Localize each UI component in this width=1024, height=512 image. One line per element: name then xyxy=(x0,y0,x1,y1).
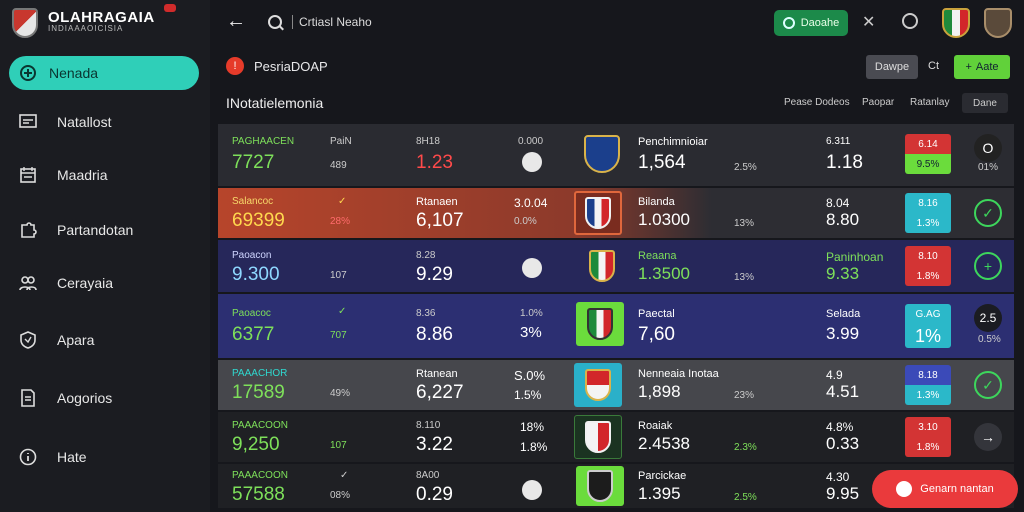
sidebar-item-label: Natallost xyxy=(57,114,112,130)
puzzle-icon xyxy=(19,221,37,239)
odds-badge[interactable]: 6.14 9.5% xyxy=(905,134,951,174)
section-title: PesriaDOAP xyxy=(254,58,328,74)
odds-badge[interactable]: 8.16 1.3% xyxy=(905,193,951,233)
sidebar-item-aogorios[interactable]: Aogorios xyxy=(9,381,199,415)
sidebar-item-nenada[interactable]: Nenada xyxy=(9,56,199,90)
shield-icon xyxy=(19,331,37,349)
people-icon xyxy=(19,274,37,292)
add-button[interactable]: + Aate xyxy=(954,55,1010,79)
sidebar-item-label: Aogorios xyxy=(57,390,113,406)
info-icon xyxy=(19,448,37,466)
team-logo xyxy=(574,363,622,407)
sidebar-item-hate[interactable]: Hate xyxy=(9,440,199,474)
sidebar-item-natallost[interactable]: Natallost xyxy=(9,105,199,139)
grey-button[interactable]: Dawpe xyxy=(866,55,918,79)
table-row[interactable]: PAAACOON 57588 ✓ 08% 8A00 0.29 Parcickae… xyxy=(218,464,1014,508)
odds-badge[interactable]: 8.18 1.3% xyxy=(905,365,951,405)
search-input[interactable]: Crtiasl Neaho xyxy=(299,15,372,29)
check-button[interactable]: ✓ xyxy=(974,371,1002,399)
alert-icon: ! xyxy=(226,57,244,75)
table-row[interactable]: Salancoc 69399 ✓ 28% Rtanaen 6,107 3.0.0… xyxy=(218,188,1014,238)
sidebar: OLAHRAGAIA INDIAAAOICISIA Nenada Natallo… xyxy=(0,0,210,512)
notification-badge xyxy=(164,4,176,12)
toggle-icon[interactable] xyxy=(522,152,542,172)
text-button[interactable]: Ct xyxy=(928,60,939,72)
chat-icon xyxy=(896,481,913,497)
document-icon xyxy=(19,389,37,407)
toggle-icon[interactable] xyxy=(522,480,542,500)
team-logo xyxy=(576,302,624,346)
sidebar-item-maadria[interactable]: Maadria xyxy=(9,158,199,192)
filter-dropdown[interactable]: Dane xyxy=(962,93,1008,113)
sidebar-item-cerayaia[interactable]: Cerayaia xyxy=(9,266,199,300)
table-row[interactable]: Paoacon 9.300 107 8.28 9.29 Reaana 1.350… xyxy=(218,240,1014,292)
table-row[interactable]: PAAACOON 9,250 107 8.110 3.22 18% 1.8% R… xyxy=(218,412,1014,462)
filter-2[interactable]: Paopar xyxy=(862,97,895,108)
team-logo xyxy=(578,244,626,288)
monitor-icon xyxy=(19,113,37,131)
close-icon[interactable]: ✕ xyxy=(862,14,876,31)
team-logo xyxy=(574,415,622,459)
sidebar-item-partandotan[interactable]: Partandotan xyxy=(9,213,199,247)
brand-name: OLAHRAGAIA xyxy=(48,9,155,26)
odds-badge[interactable]: 8.10 1.8% xyxy=(905,246,951,286)
sidebar-item-label: Cerayaia xyxy=(57,275,114,291)
table-title: INotatielemonia xyxy=(226,95,324,111)
sidebar-item-label: Partandotan xyxy=(57,222,134,238)
team-crest-icon[interactable] xyxy=(942,8,970,38)
add-circle-button[interactable]: + xyxy=(974,252,1002,280)
sidebar-item-label: Hate xyxy=(57,449,87,465)
back-arrow-icon[interactable]: ← xyxy=(226,10,246,32)
sidebar-item-label: Maadria xyxy=(57,167,108,183)
odds-badge[interactable]: 3.10 1.8% xyxy=(905,417,951,457)
chat-icon xyxy=(782,17,795,29)
sidebar-item-label: Nenada xyxy=(49,65,99,81)
brand-subtitle: INDIAAAOICISIA xyxy=(48,24,124,33)
calendar-icon xyxy=(19,166,37,184)
team-logo xyxy=(578,132,626,176)
search-bar[interactable]: Crtiasl Neaho xyxy=(268,12,372,32)
table-row[interactable]: Paoacoc 6377 ✓ 707 8.36 8.86 1.0% 3% Pae… xyxy=(218,294,1014,358)
topbar: ← Crtiasl Neaho Daoahe ✕ xyxy=(210,0,1024,44)
filter-3[interactable]: Ratanlay xyxy=(910,97,950,108)
toggle-icon[interactable] xyxy=(522,258,542,278)
check-button[interactable]: ✓ xyxy=(974,199,1002,227)
section-header: ! PesriaDOAP xyxy=(226,57,328,75)
status-button[interactable]: → xyxy=(974,423,1002,451)
table-row[interactable]: PAAACHOR 17589 49% Rtanean 6,227 S.0% 1.… xyxy=(218,360,1014,410)
user-avatar[interactable] xyxy=(984,8,1012,38)
plus-icon: + xyxy=(965,61,972,73)
floating-action-button[interactable]: Genarn nantan xyxy=(872,470,1018,508)
team-logo xyxy=(574,191,622,235)
team-logo xyxy=(576,466,624,506)
green-action-button[interactable]: Daoahe xyxy=(774,10,848,36)
filter-1[interactable]: Pease Dodeos xyxy=(784,97,850,108)
sidebar-item-label: Apara xyxy=(57,332,95,348)
status-button[interactable]: 2.5 xyxy=(974,304,1002,332)
clock-icon[interactable] xyxy=(902,13,918,29)
brand-logo xyxy=(12,8,38,38)
status-button[interactable]: O xyxy=(974,134,1002,162)
sidebar-item-apara[interactable]: Apara xyxy=(9,323,199,357)
table-row[interactable]: PAGHAACEN 7727 PaiN 489 8H18 1.23 0.000 … xyxy=(218,124,1014,186)
odds-badge[interactable]: G.AG 1% xyxy=(905,304,951,348)
search-icon xyxy=(268,15,282,29)
brand[interactable]: OLAHRAGAIA INDIAAAOICISIA xyxy=(12,8,155,38)
globe-icon xyxy=(19,64,37,82)
